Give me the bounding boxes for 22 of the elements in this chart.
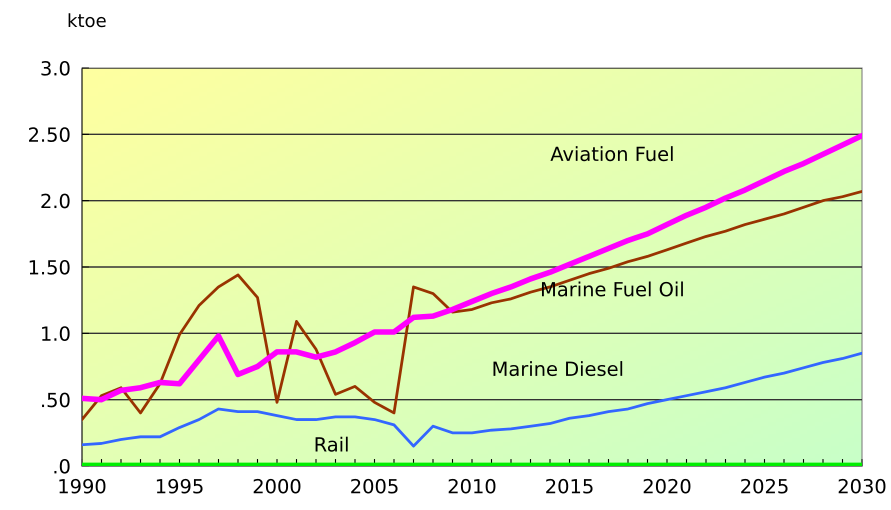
y-tick-label: 2.0 bbox=[41, 194, 70, 208]
series-label: Marine Diesel bbox=[494, 361, 622, 376]
y-tick-label: .0 bbox=[54, 458, 70, 474]
y-tick-label: .50 bbox=[42, 392, 70, 408]
x-tick-label: 2030 bbox=[838, 478, 886, 494]
x-tick-label: 2005 bbox=[351, 478, 398, 494]
x-tick-label: 2015 bbox=[546, 478, 593, 494]
x-tick-label: 2020 bbox=[644, 478, 690, 494]
y-axis-title: ktoe bbox=[68, 13, 106, 28]
text: Aviation Fuel bbox=[550, 146, 673, 162]
x-tick-label: 2010 bbox=[448, 478, 496, 494]
series-label: Marine Fuel Oil bbox=[542, 281, 683, 297]
y-tick-label: 3.0 bbox=[41, 60, 70, 76]
y-tick-label: 1.0 bbox=[42, 326, 70, 341]
x-tick-label: 2000 bbox=[254, 478, 300, 494]
y-tick-label: 1.50 bbox=[30, 260, 70, 275]
y-tick-label: 2.50 bbox=[29, 127, 70, 142]
x-tick-label: 2025 bbox=[741, 478, 788, 494]
line-series bbox=[82, 190, 862, 421]
x-tick-label: 1995 bbox=[156, 478, 203, 494]
series-label: Rail bbox=[316, 436, 348, 452]
x-tick-label: 1990 bbox=[59, 478, 106, 494]
